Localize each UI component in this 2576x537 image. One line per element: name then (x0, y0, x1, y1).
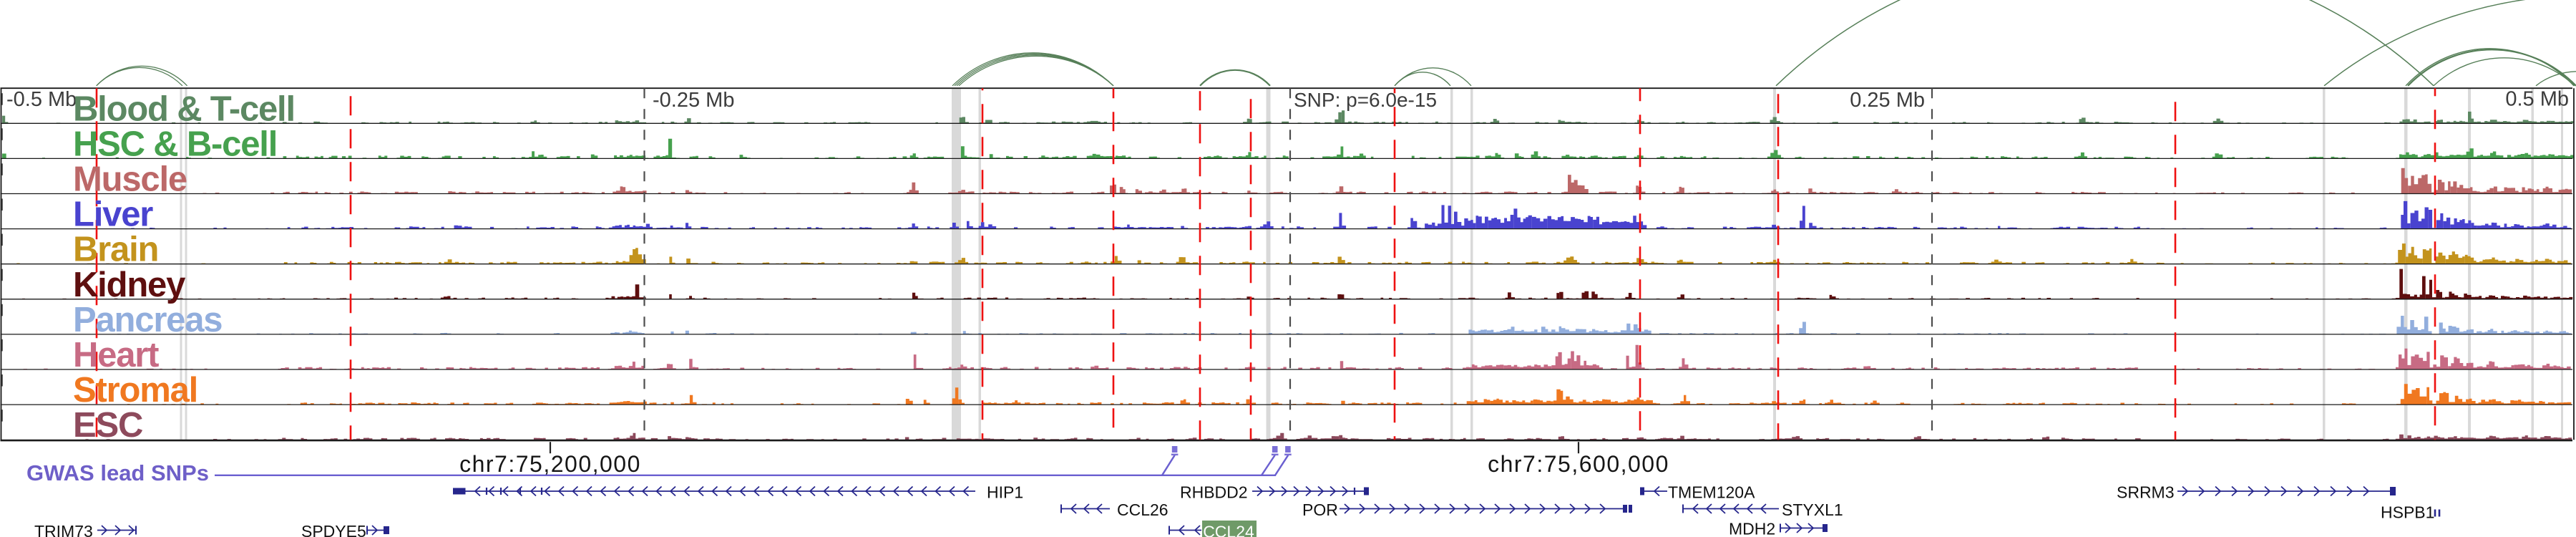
svg-text:-0.5 Mb: -0.5 Mb (6, 88, 77, 111)
svg-text:ESC: ESC (73, 406, 143, 445)
svg-text:TMEM120A: TMEM120A (1668, 483, 1755, 502)
svg-text:GWAS lead SNPs: GWAS lead SNPs (26, 460, 209, 485)
svg-text:-0.25 Mb: -0.25 Mb (653, 89, 734, 112)
svg-text:Pancreas: Pancreas (73, 301, 222, 339)
svg-text:SNP: p=6.0e-15: SNP: p=6.0e-15 (1294, 89, 1437, 111)
svg-text:SPDYE5: SPDYE5 (301, 522, 366, 537)
svg-text:POR: POR (1302, 500, 1338, 519)
svg-text:Brain: Brain (73, 231, 158, 269)
svg-text:Liver: Liver (73, 195, 153, 234)
svg-text:Heart: Heart (73, 336, 159, 374)
svg-text:chr7:75,200,000: chr7:75,200,000 (459, 451, 641, 477)
svg-text:RHBDD2: RHBDD2 (1180, 483, 1248, 502)
svg-text:SRRM3: SRRM3 (2117, 483, 2175, 502)
svg-text:MDH2: MDH2 (1729, 520, 1775, 537)
svg-text:HSC & B-cell: HSC & B-cell (73, 125, 277, 163)
svg-text:CCL24: CCL24 (1203, 523, 1254, 537)
svg-text:TRIM73: TRIM73 (34, 522, 93, 537)
svg-text:HIP1: HIP1 (987, 483, 1023, 502)
svg-text:Stromal: Stromal (73, 371, 197, 410)
svg-text:chr7:75,600,000: chr7:75,600,000 (1488, 451, 1669, 477)
svg-text:Blood & T-cell: Blood & T-cell (73, 90, 295, 128)
svg-text:CCL26: CCL26 (1117, 500, 1169, 519)
svg-text:Muscle: Muscle (73, 160, 187, 199)
svg-text:0.5 Mb: 0.5 Mb (2505, 88, 2569, 111)
svg-text:HSPB1: HSPB1 (2381, 503, 2434, 522)
svg-text:Kidney: Kidney (73, 266, 185, 304)
svg-text:STYXL1: STYXL1 (1782, 500, 1843, 519)
svg-text:0.25 Mb: 0.25 Mb (1850, 89, 1925, 112)
